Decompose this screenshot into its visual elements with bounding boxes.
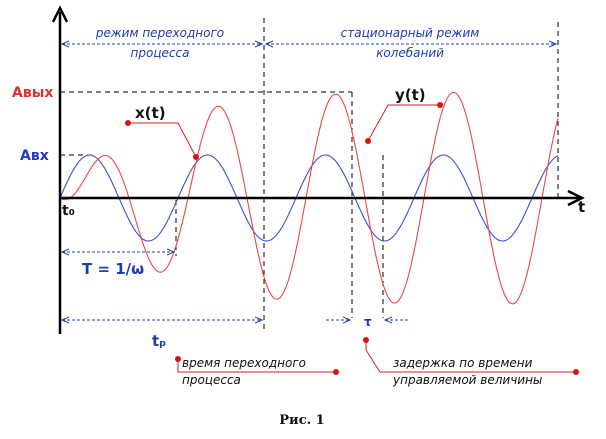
steady-mode-label-line1: стационарный режим bbox=[341, 26, 480, 40]
y-axis-arrowhead bbox=[51, 5, 69, 23]
t-axis-arrowhead bbox=[567, 189, 585, 207]
x-label-leader bbox=[125, 120, 199, 160]
transient-time-label-line1: время переходного bbox=[182, 356, 306, 370]
tp-label: tₚ bbox=[152, 332, 166, 350]
t-axis-label: t bbox=[578, 198, 585, 216]
delay-label-line1: задержка по времени bbox=[393, 356, 533, 370]
t0-label: t₀ bbox=[62, 203, 75, 219]
a-out-label: Aвых bbox=[12, 85, 53, 101]
delay-label-line2: управляемой величины bbox=[392, 373, 542, 387]
x-t-label: x(t) bbox=[135, 104, 166, 122]
steady-mode-label-line2: колебаний bbox=[376, 46, 444, 60]
output-signal-curve bbox=[59, 91, 559, 305]
y-label-leader bbox=[365, 102, 443, 144]
transient-time-label-line2: процесса bbox=[182, 373, 241, 387]
transient-time-leader bbox=[175, 356, 339, 375]
period-label: T = 1/ω bbox=[82, 260, 144, 278]
tau-label: τ bbox=[364, 315, 372, 329]
y-t-label: y(t) bbox=[395, 86, 426, 104]
input-signal-curve bbox=[59, 154, 559, 242]
transient-mode-label-line2: процесса bbox=[131, 46, 190, 60]
delay-leader bbox=[363, 337, 579, 375]
figure-caption: Рис. 1 bbox=[279, 413, 324, 428]
a-in-label: Aвх bbox=[20, 148, 49, 164]
transient-mode-label-line1: режим переходного bbox=[95, 26, 224, 40]
